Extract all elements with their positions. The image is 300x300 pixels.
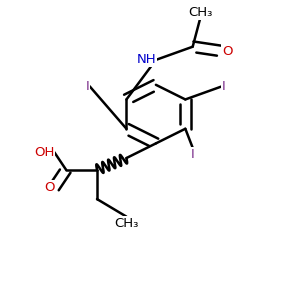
Text: I: I	[222, 80, 226, 93]
Text: CH₃: CH₃	[188, 6, 212, 19]
Text: I: I	[191, 148, 195, 161]
Text: CH₃: CH₃	[114, 217, 139, 230]
Text: OH: OH	[34, 146, 54, 159]
Text: NH: NH	[136, 53, 156, 66]
Text: O: O	[44, 181, 54, 194]
Text: O: O	[222, 45, 232, 58]
Text: I: I	[86, 80, 90, 93]
